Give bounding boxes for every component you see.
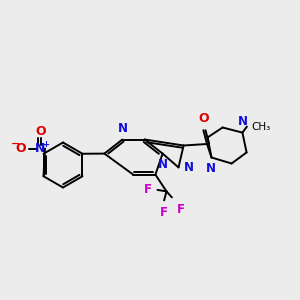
- Text: N: N: [158, 158, 168, 171]
- Text: CH₃: CH₃: [252, 122, 271, 132]
- Text: N: N: [184, 161, 194, 174]
- Text: O: O: [35, 125, 46, 138]
- Text: N: N: [117, 122, 128, 135]
- Text: +: +: [42, 140, 49, 149]
- Text: F: F: [177, 203, 185, 216]
- Text: −: −: [11, 139, 20, 149]
- Text: F: F: [160, 206, 168, 219]
- Text: O: O: [198, 112, 209, 125]
- Text: O: O: [15, 142, 26, 155]
- Text: N: N: [206, 162, 216, 175]
- Text: F: F: [143, 183, 152, 196]
- Text: N: N: [35, 142, 46, 155]
- Text: N: N: [238, 116, 248, 128]
